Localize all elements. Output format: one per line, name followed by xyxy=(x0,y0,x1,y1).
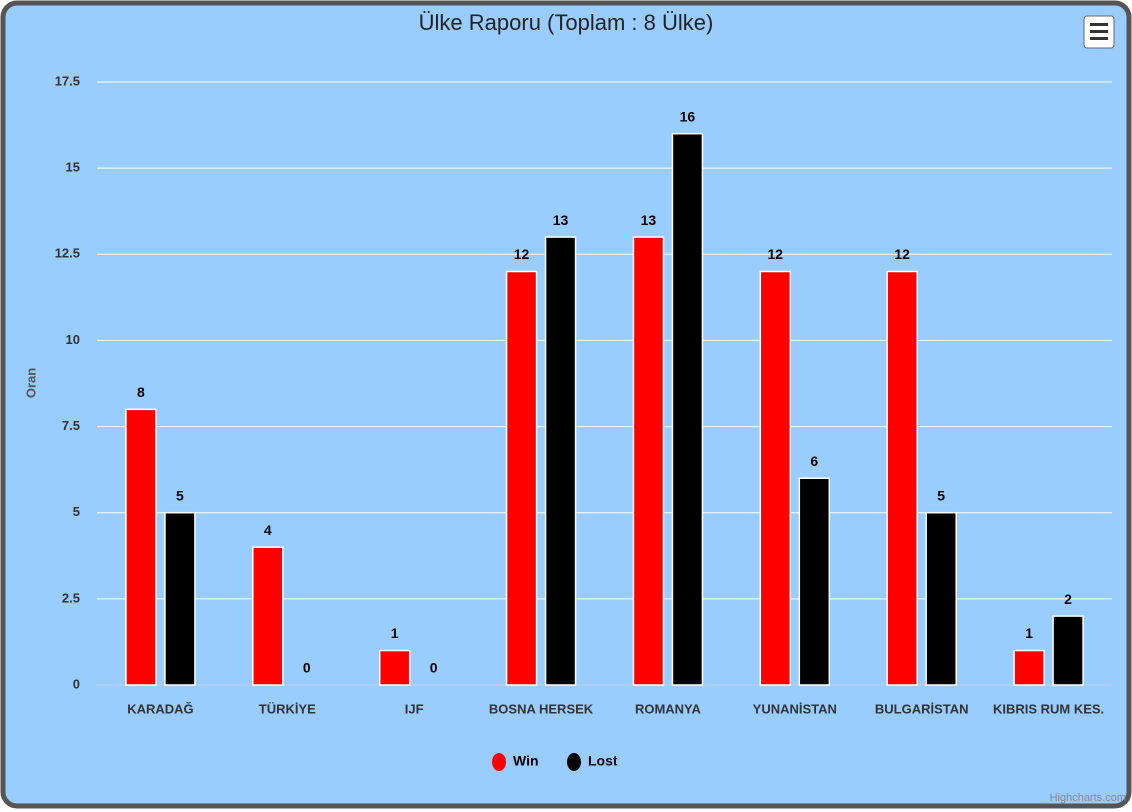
y-tick-label: 10 xyxy=(66,332,80,347)
bar xyxy=(886,270,918,686)
data-label: 12 xyxy=(768,246,784,262)
bar xyxy=(632,236,665,686)
y-tick-label: 12.5 xyxy=(55,246,80,261)
bar xyxy=(759,270,792,686)
menu-line xyxy=(1090,37,1108,40)
legend-label[interactable]: Win xyxy=(513,753,539,769)
data-label: 12 xyxy=(514,246,530,262)
y-tick-label: 2.5 xyxy=(62,590,80,605)
data-label: 16 xyxy=(680,108,696,124)
data-label: 5 xyxy=(937,487,945,503)
y-axis-title: Oran xyxy=(23,368,38,398)
legend-label[interactable]: Lost xyxy=(588,753,618,769)
bar xyxy=(1013,649,1045,686)
bar xyxy=(505,270,538,686)
bar xyxy=(378,649,411,686)
data-label: 13 xyxy=(553,212,569,228)
x-tick-label: IJF xyxy=(405,701,424,716)
bar xyxy=(671,132,704,686)
x-tick-label: KIBRIS RUM KES. xyxy=(993,701,1104,716)
data-label: 6 xyxy=(810,453,818,469)
data-label: 13 xyxy=(641,212,657,228)
data-label: 1 xyxy=(391,625,399,641)
bar xyxy=(1052,615,1084,686)
bar xyxy=(164,511,196,686)
x-tick-label: YUNANİSTAN xyxy=(753,701,837,716)
bar xyxy=(125,408,157,686)
data-label: 4 xyxy=(264,522,272,538)
legend-symbol xyxy=(567,753,581,771)
x-tick-label: BULGARİSTAN xyxy=(875,701,969,716)
bar xyxy=(925,511,957,686)
y-tick-label: 7.5 xyxy=(62,418,80,433)
x-tick-label: BOSNA HERSEK xyxy=(489,701,594,716)
data-label: 8 xyxy=(137,384,145,400)
bar xyxy=(252,546,284,686)
data-label: 1 xyxy=(1025,625,1033,641)
chart-title: Ülke Raporu (Toplam : 8 Ülke) xyxy=(419,10,714,35)
data-label: 0 xyxy=(303,660,311,676)
y-tick-label: 17.5 xyxy=(55,73,80,88)
menu-button[interactable] xyxy=(1083,15,1115,49)
credits[interactable]: Highcharts.com xyxy=(1050,792,1126,804)
bar xyxy=(798,477,831,686)
menu-line xyxy=(1090,30,1108,33)
data-label: 5 xyxy=(176,487,184,503)
data-label: 0 xyxy=(430,660,438,676)
menu-line xyxy=(1090,23,1108,26)
x-tick-label: KARADAĞ xyxy=(127,701,193,716)
y-tick-label: 5 xyxy=(73,504,80,519)
x-tick-label: TÜRKİYE xyxy=(259,701,316,716)
data-label: 2 xyxy=(1064,591,1072,607)
legend-symbol xyxy=(492,753,506,771)
y-tick-label: 0 xyxy=(73,676,80,691)
bar xyxy=(544,236,577,686)
data-label: 12 xyxy=(894,246,910,262)
x-tick-label: ROMANYA xyxy=(635,701,702,716)
y-tick-label: 15 xyxy=(66,160,80,175)
